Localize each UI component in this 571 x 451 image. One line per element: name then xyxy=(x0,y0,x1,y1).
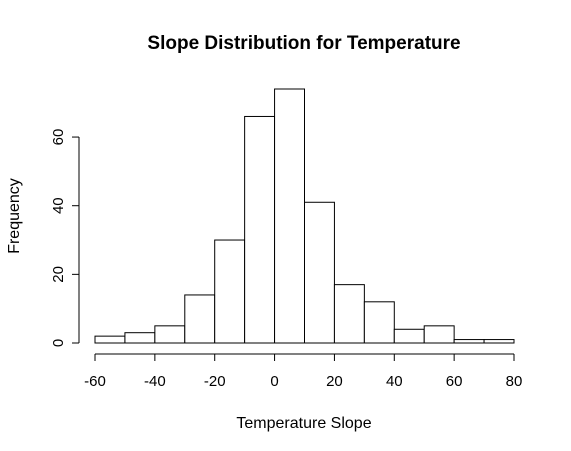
y-axis: 0 20 40 60 xyxy=(50,129,80,347)
histogram-bar xyxy=(214,239,246,344)
y-axis-label: Frequency xyxy=(6,178,23,254)
x-tick-label: 40 xyxy=(386,373,403,390)
y-tick-label: 0 xyxy=(50,339,67,347)
histogram-bar xyxy=(94,335,126,344)
x-tick-label: 80 xyxy=(506,373,523,390)
histogram-bar xyxy=(124,332,156,344)
histogram-bar xyxy=(483,339,515,344)
y-tick-label: 40 xyxy=(50,197,67,214)
bars-group xyxy=(94,88,515,344)
histogram-bar xyxy=(304,201,335,344)
histogram-bar xyxy=(393,328,425,344)
histogram-bar xyxy=(154,325,186,344)
histogram-bar xyxy=(333,284,365,344)
histogram-bar xyxy=(423,325,455,344)
x-tick-label: -20 xyxy=(204,373,226,390)
x-axis-label: Temperature Slope xyxy=(236,415,371,432)
x-axis: -60 -40 -20 0 20 40 60 80 xyxy=(84,353,523,390)
histogram-bar xyxy=(453,339,485,344)
y-tick-label: 20 xyxy=(50,266,67,283)
histogram-bar xyxy=(274,88,306,344)
histogram-bar xyxy=(363,301,395,344)
x-tick-label: 20 xyxy=(326,373,343,390)
x-tick-label: 60 xyxy=(446,373,463,390)
chart-title: Slope Distribution for Temperature xyxy=(147,33,460,54)
histogram-bar xyxy=(184,294,216,344)
x-tick-label: -60 xyxy=(84,373,106,390)
y-tick-label: 60 xyxy=(50,129,67,146)
x-tick-label: -40 xyxy=(144,373,166,390)
histogram-bar xyxy=(244,115,276,344)
x-tick-label: 0 xyxy=(270,373,278,390)
